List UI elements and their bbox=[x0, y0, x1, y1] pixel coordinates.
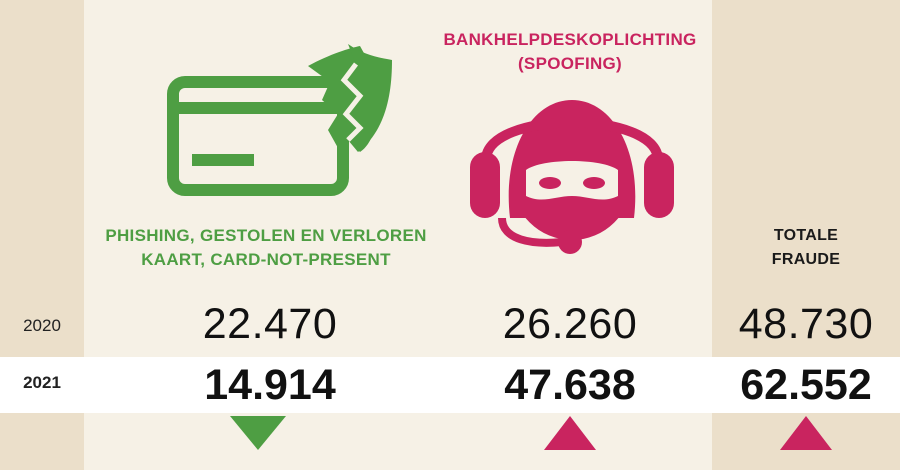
year-label-2020: 2020 bbox=[23, 316, 61, 335]
broken-card-icon bbox=[167, 44, 392, 196]
masked-helpdesk-icon bbox=[470, 100, 674, 254]
category-label-phishing: PHISHING, GESTOLEN EN VERLOREN KAART, CA… bbox=[105, 226, 427, 269]
year-label-2021: 2021 bbox=[23, 373, 61, 392]
category-label-spoofing: BANKHELPDESKOPLICHTING (SPOOFING) bbox=[443, 30, 697, 73]
value-2021-total: 62.552 bbox=[740, 361, 872, 409]
category-label-total: TOTALE FRAUDE bbox=[771, 227, 841, 268]
value-2021-spoofing: 47.638 bbox=[504, 361, 636, 409]
value-2020-phishing: 22.470 bbox=[202, 300, 338, 348]
year-2021-band bbox=[0, 357, 900, 413]
trend-up-arrow-icon bbox=[544, 416, 596, 450]
trend-up-arrow-icon bbox=[780, 416, 832, 450]
value-2020-spoofing: 26.260 bbox=[502, 300, 638, 348]
trend-down-arrow-icon bbox=[230, 416, 286, 450]
value-2020-total: 48.730 bbox=[738, 300, 874, 348]
value-2021-phishing: 14.914 bbox=[204, 361, 336, 409]
